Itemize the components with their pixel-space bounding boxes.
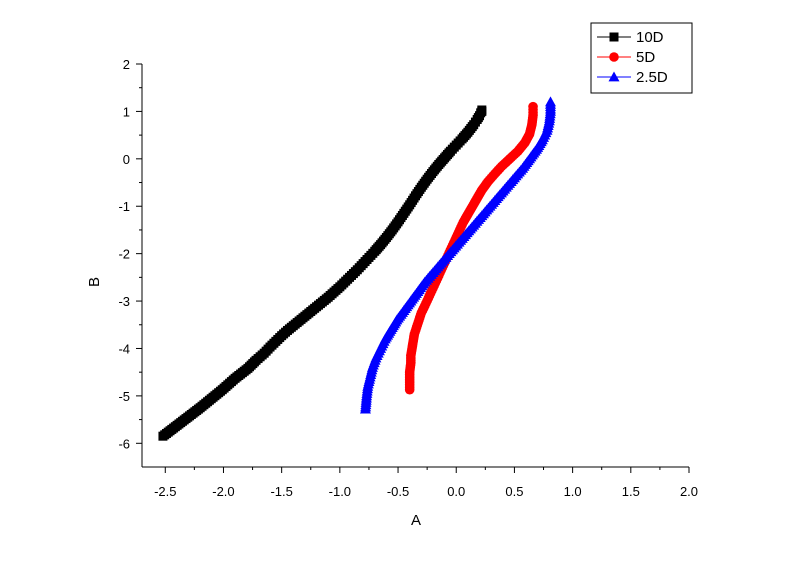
x-tick-label: 0.0 xyxy=(447,484,465,499)
x-tick-label: 1.5 xyxy=(622,484,640,499)
x-tick-label: -2.5 xyxy=(154,484,176,499)
legend-marker-5d xyxy=(609,52,619,62)
y-tick-label: -2 xyxy=(118,247,130,262)
y-axis: -6 -5 -4 -3 -2 -1 0 1 2 xyxy=(118,57,142,451)
x-tick-label: -2.0 xyxy=(212,484,234,499)
y-tick-label: -3 xyxy=(118,294,130,309)
y-tick-label: -4 xyxy=(118,341,130,356)
series-layer xyxy=(158,96,556,440)
y-tick-label: 1 xyxy=(123,104,130,119)
legend-label: 5D xyxy=(636,49,655,66)
legend-label: 2.5D xyxy=(636,69,668,86)
y-tick-label: -6 xyxy=(118,436,130,451)
y-tick-label: 0 xyxy=(123,152,130,167)
x-axis-title: A xyxy=(411,512,421,529)
x-tick-label: -0.5 xyxy=(387,484,409,499)
data-point-fill-10d xyxy=(474,113,483,122)
y-tick-label: -1 xyxy=(118,199,130,214)
y-axis-title: B xyxy=(86,277,103,287)
x-tick-label: 2.0 xyxy=(680,484,698,499)
legend: 10D 5D 2.5D xyxy=(591,23,692,93)
x-axis: -2.5 -2.0 -1.5 -1.0 -0.5 0.0 0.5 1.0 1.5 2.0 xyxy=(154,467,698,499)
data-point-fill-5d xyxy=(528,105,538,115)
y-tick-label: 2 xyxy=(123,57,130,72)
legend-label: 10D xyxy=(636,29,664,46)
plot-frame xyxy=(142,64,689,467)
x-tick-label: 0.5 xyxy=(505,484,523,499)
x-tick-label: -1.0 xyxy=(329,484,351,499)
series-5d xyxy=(405,102,538,395)
x-tick-label: -1.5 xyxy=(270,484,292,499)
y-tick-label: -5 xyxy=(118,389,130,404)
x-tick-label: 1.0 xyxy=(564,484,582,499)
legend-marker-10d xyxy=(610,33,619,42)
